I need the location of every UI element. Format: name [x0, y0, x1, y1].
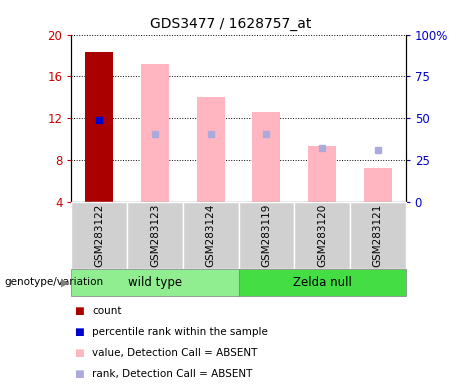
Text: percentile rank within the sample: percentile rank within the sample: [92, 327, 268, 337]
Bar: [141, 64, 169, 202]
Text: ■: ■: [74, 327, 83, 337]
Text: ▶: ▶: [61, 277, 69, 287]
Text: GSM283121: GSM283121: [373, 204, 383, 267]
Text: rank, Detection Call = ABSENT: rank, Detection Call = ABSENT: [92, 369, 253, 379]
Text: GSM283119: GSM283119: [261, 204, 272, 267]
Text: Zelda null: Zelda null: [293, 276, 352, 289]
Text: ■: ■: [74, 348, 83, 358]
Bar: [197, 97, 225, 202]
Text: ■: ■: [74, 369, 83, 379]
Bar: [85, 52, 113, 202]
Text: GSM283120: GSM283120: [317, 204, 327, 267]
Bar: [364, 168, 392, 202]
Text: value, Detection Call = ABSENT: value, Detection Call = ABSENT: [92, 348, 258, 358]
Text: GSM283122: GSM283122: [95, 204, 104, 267]
Text: GDS3477 / 1628757_at: GDS3477 / 1628757_at: [150, 17, 311, 31]
Text: wild type: wild type: [128, 276, 182, 289]
Text: genotype/variation: genotype/variation: [5, 277, 104, 287]
Text: ■: ■: [74, 306, 83, 316]
Text: count: count: [92, 306, 122, 316]
Text: GSM283123: GSM283123: [150, 204, 160, 267]
Bar: [308, 146, 336, 202]
Text: GSM283124: GSM283124: [206, 204, 216, 267]
Bar: [253, 112, 280, 202]
